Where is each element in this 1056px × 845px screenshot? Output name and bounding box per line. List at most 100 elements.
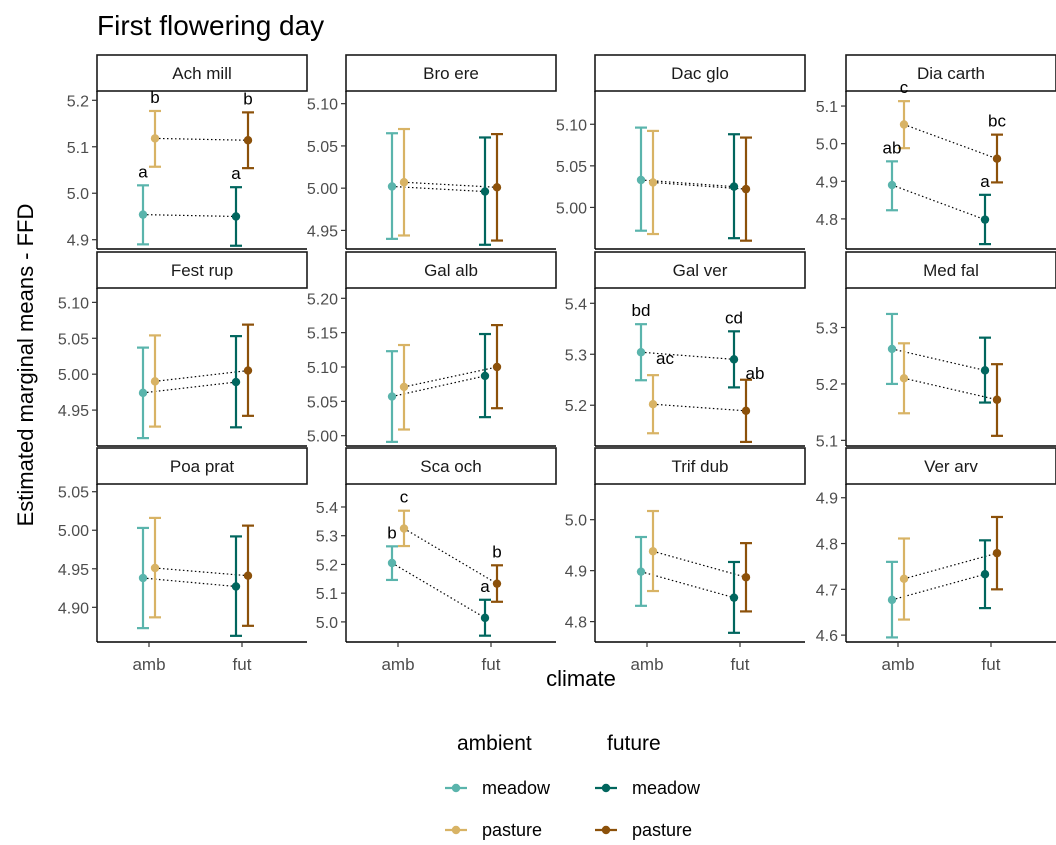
significance-label: b	[492, 542, 501, 561]
connector-meadow	[391, 185, 486, 193]
y-tick-label: 5.1	[316, 586, 338, 603]
connector-pasture	[903, 552, 998, 580]
y-tick-label: 5.10	[58, 295, 89, 312]
y-tick-label: 5.10	[307, 360, 338, 377]
point-amb-pasture	[399, 178, 409, 187]
chart-title: First flowering day	[97, 10, 324, 41]
y-tick-label: 4.9	[816, 174, 838, 191]
panel-strip-label: Gal ver	[673, 261, 728, 280]
y-tick-label: 5.2	[67, 93, 89, 110]
legend-label: meadow	[482, 778, 551, 798]
panel-strip	[845, 54, 1056, 92]
legend-label: pasture	[632, 820, 692, 840]
legend-key-future-meadow	[595, 783, 617, 793]
point-amb-pasture	[399, 524, 409, 533]
connector-meadow	[640, 351, 735, 360]
point-amb-meadow	[138, 210, 148, 219]
point-amb-pasture	[648, 400, 658, 409]
panel-med-fal: Med fal 5.1 5.2 5.3	[816, 251, 1056, 450]
panel-strip-label: Gal alb	[424, 261, 478, 280]
y-tick-label: 4.95	[58, 562, 89, 579]
point-amb-meadow	[387, 392, 397, 401]
point-amb-meadow	[887, 180, 897, 190]
y-tick-label: 5.05	[58, 331, 89, 348]
panel-strip-label: Poa prat	[170, 457, 235, 476]
point-fut-meadow	[729, 355, 739, 364]
significance-label: bc	[988, 112, 1006, 131]
point-fut-meadow	[729, 182, 739, 191]
point-amb-meadow	[387, 558, 397, 568]
y-tick-label: 5.05	[556, 159, 587, 176]
y-tick-label: 5.1	[816, 433, 838, 450]
panel-ach-mill: Ach mill 4.9 5.0 5.1 5.2 a b a b	[67, 54, 308, 250]
point-fut-meadow	[480, 613, 490, 623]
y-tick-label: 4.8	[565, 615, 587, 632]
connector-pasture	[652, 550, 747, 578]
significance-label: a	[138, 162, 148, 181]
point-fut-meadow	[980, 215, 990, 224]
panel-strip	[96, 251, 308, 289]
y-tick-label: 5.2	[816, 377, 838, 394]
point-amb-meadow	[887, 595, 897, 605]
significance-label: ac	[656, 349, 674, 368]
point-fut-pasture	[243, 366, 253, 375]
significance-label: b	[243, 89, 252, 108]
significance-label: a	[231, 164, 241, 183]
panel-strip	[594, 447, 806, 485]
point-amb-pasture	[648, 547, 658, 556]
point-fut-pasture	[243, 571, 253, 580]
point-amb-pasture	[150, 377, 160, 386]
significance-label: b	[150, 88, 159, 107]
significance-label: c	[400, 488, 409, 507]
point-amb-meadow	[636, 175, 646, 185]
y-tick-label: 5.05	[58, 485, 89, 502]
point-fut-pasture	[992, 154, 1002, 163]
connector-meadow	[891, 184, 986, 221]
y-tick-label: 5.3	[565, 347, 587, 364]
significance-label: ab	[883, 138, 902, 157]
connector-pasture	[652, 403, 747, 412]
y-tick-label: 5.0	[565, 513, 587, 530]
y-tick-label: 4.8	[816, 537, 838, 554]
panel-strip	[845, 447, 1056, 485]
y-tick-label: 4.9	[67, 233, 89, 250]
point-fut-pasture	[992, 395, 1002, 404]
panel-strip	[96, 54, 308, 92]
y-tick-label: 4.6	[816, 628, 838, 645]
point-amb-pasture	[150, 134, 160, 143]
connector-pasture	[403, 181, 498, 188]
panel-fest-rup: Fest rup 4.95 5.00 5.05 5.10	[58, 251, 308, 447]
point-fut-meadow	[231, 212, 241, 221]
y-tick-label: 5.3	[816, 321, 838, 338]
y-tick-label: 4.90	[58, 600, 89, 617]
panel-gal-ver: Gal ver 5.2 5.3 5.4 bd ac cd ab	[565, 251, 806, 447]
connector-meadow	[391, 562, 486, 619]
legend-label: meadow	[632, 778, 701, 798]
y-tick-label: 5.10	[556, 117, 587, 134]
panel-strip-label: Sca och	[420, 457, 481, 476]
point-amb-meadow	[636, 348, 646, 357]
x-axis-title: climate	[546, 666, 616, 691]
x-tick-label: fut	[233, 655, 252, 674]
panel-strip	[345, 447, 557, 485]
significance-label: b	[387, 523, 396, 542]
point-fut-pasture	[243, 136, 253, 145]
point-fut-meadow	[980, 366, 990, 375]
y-tick-label: 5.1	[816, 99, 838, 116]
y-tick-label: 5.20	[307, 291, 338, 308]
connector-pasture	[154, 567, 249, 577]
legend-title-ambient: ambient	[457, 732, 532, 755]
panel-strip-label: Fest rup	[171, 261, 233, 280]
panel-strip-label: Bro ere	[423, 64, 479, 83]
y-tick-label: 5.0	[67, 186, 89, 203]
point-fut-pasture	[741, 184, 751, 194]
panel-strip-label: Med fal	[923, 261, 979, 280]
point-fut-meadow	[729, 593, 739, 602]
y-tick-label: 5.10	[307, 97, 338, 114]
y-tick-label: 5.0	[316, 615, 338, 632]
y-tick-label: 5.1	[67, 140, 89, 157]
connector-meadow	[142, 577, 237, 588]
